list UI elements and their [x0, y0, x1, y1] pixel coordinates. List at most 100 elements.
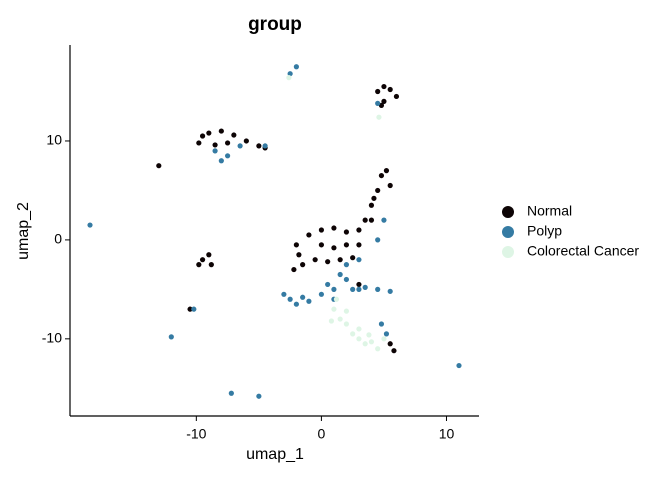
legend-label: Polyp [527, 223, 562, 239]
point [218, 128, 224, 134]
point [387, 341, 393, 347]
point [212, 142, 218, 148]
x-tick-label: 0 [318, 426, 326, 442]
point [350, 331, 356, 337]
point [381, 83, 387, 90]
point [350, 286, 356, 292]
point [291, 266, 297, 273]
point [350, 255, 356, 261]
y-tick-label: 0 [54, 231, 62, 247]
point [381, 336, 387, 342]
point [206, 130, 212, 136]
x-tick-label: -10 [186, 426, 206, 442]
point [286, 75, 292, 81]
point [312, 257, 318, 263]
legend-marker [502, 226, 514, 238]
chart-title: group [248, 14, 302, 35]
point [331, 225, 337, 231]
point [196, 140, 202, 146]
point [256, 393, 262, 399]
point [337, 257, 343, 263]
point [228, 390, 234, 396]
point [375, 88, 381, 95]
point [371, 195, 377, 201]
point [318, 227, 325, 233]
point [287, 71, 293, 77]
point [224, 153, 231, 159]
point [199, 133, 206, 139]
point [331, 286, 337, 292]
point [343, 262, 350, 268]
point [199, 257, 206, 263]
point [391, 348, 397, 354]
point [325, 281, 331, 288]
point [343, 242, 350, 248]
point [206, 252, 212, 258]
point [356, 281, 362, 288]
point [375, 237, 381, 243]
point [356, 336, 362, 342]
point [387, 86, 393, 93]
point [356, 227, 362, 233]
point [287, 296, 293, 302]
point [208, 262, 214, 268]
point [168, 334, 174, 340]
point [375, 187, 381, 194]
point [343, 308, 350, 314]
legend-label: Normal [527, 203, 572, 219]
point [325, 259, 331, 265]
point [300, 262, 306, 268]
point [212, 148, 218, 154]
point [343, 321, 350, 327]
point [356, 257, 362, 263]
point [318, 291, 325, 297]
point [456, 362, 462, 369]
point [293, 301, 299, 307]
point [343, 229, 350, 235]
point [318, 242, 325, 248]
point [306, 232, 312, 238]
point [381, 98, 387, 104]
point [368, 339, 375, 345]
point [337, 316, 343, 322]
x-axis-label: umap_1 [246, 446, 304, 463]
point [383, 168, 390, 174]
y-axis-label: umap_2 [15, 202, 32, 260]
point [362, 284, 368, 290]
point [387, 288, 393, 294]
point [306, 298, 312, 304]
point [243, 138, 249, 144]
point [376, 114, 382, 120]
point [87, 222, 93, 228]
point [393, 93, 400, 100]
point [368, 217, 375, 223]
point [378, 172, 385, 179]
point [356, 326, 362, 332]
point [375, 286, 381, 292]
y-tick-label: 10 [46, 132, 62, 148]
point [381, 217, 387, 223]
point [383, 331, 390, 337]
point [378, 321, 385, 327]
point [218, 158, 224, 164]
point [187, 306, 193, 312]
point [356, 242, 362, 248]
point [191, 306, 197, 312]
legend-marker [502, 206, 514, 218]
point [237, 143, 243, 149]
point [343, 276, 350, 283]
point [356, 286, 362, 292]
point [375, 346, 381, 352]
point [224, 140, 231, 146]
point [156, 163, 162, 169]
point [296, 252, 302, 258]
point [331, 245, 337, 251]
legend-marker [502, 246, 514, 258]
point [366, 332, 372, 338]
point [375, 100, 381, 106]
point [368, 202, 375, 208]
point [231, 132, 237, 138]
point [293, 242, 299, 248]
point [387, 182, 393, 189]
